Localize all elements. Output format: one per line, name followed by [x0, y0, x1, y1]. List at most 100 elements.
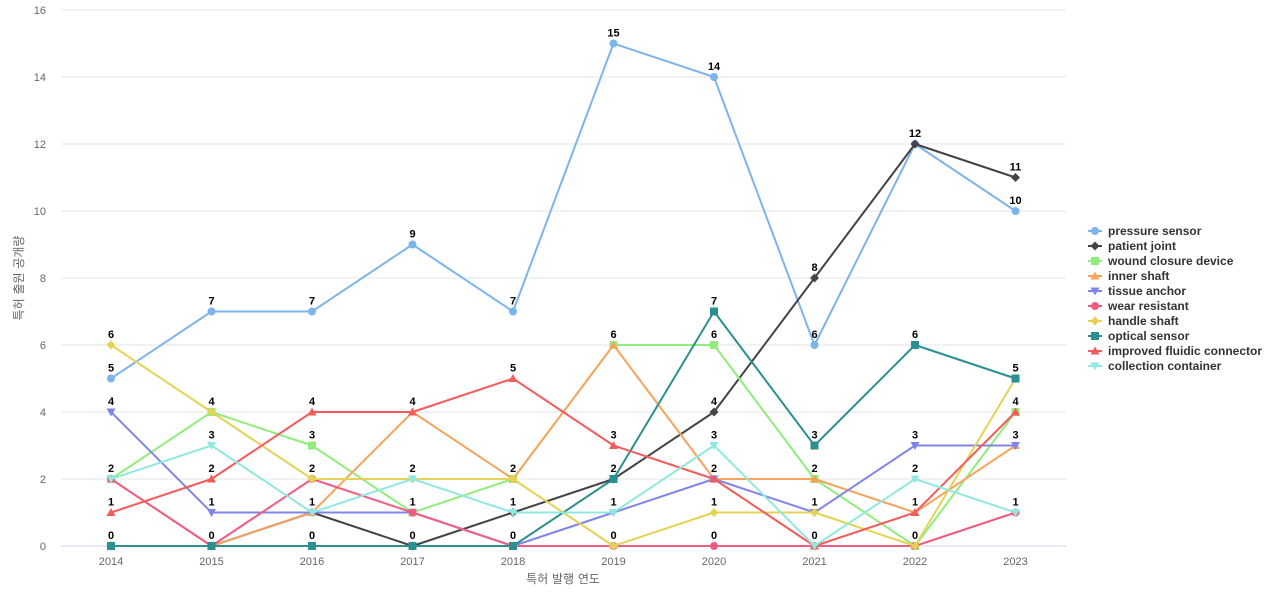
- data-point: [308, 441, 316, 450]
- legend-label: pressure sensor: [1108, 224, 1202, 238]
- data-label: 8: [811, 262, 817, 274]
- data-point: [810, 474, 819, 483]
- series-lines: [106, 39, 1020, 551]
- data-label: 0: [409, 530, 415, 542]
- data-point: [307, 474, 317, 484]
- data-point: [508, 509, 518, 517]
- data-label: 2: [309, 463, 315, 475]
- data-label: 7: [711, 296, 717, 308]
- legend-item-pressure-sensor[interactable]: pressure sensor: [1088, 224, 1202, 238]
- data-point: [408, 542, 417, 550]
- data-label: 15: [607, 28, 619, 40]
- data-point: [408, 407, 417, 416]
- data-label: 1: [409, 497, 415, 509]
- data-label: 6: [711, 329, 717, 341]
- data-point: [709, 407, 719, 417]
- data-label: 2: [811, 463, 817, 475]
- data-label: 4: [309, 396, 316, 408]
- legend-item-wear-resistant[interactable]: wear resistant: [1088, 299, 1189, 313]
- x-tick-label: 2016: [300, 556, 324, 568]
- data-label: 6: [108, 329, 114, 341]
- legend-symbol: [1091, 257, 1099, 265]
- legend-symbol: [1090, 362, 1100, 371]
- data-point: [609, 39, 618, 48]
- y-tick-label: 12: [34, 139, 46, 151]
- legend-label: inner shaft: [1108, 269, 1169, 283]
- data-point: [810, 341, 819, 349]
- data-point: [106, 475, 116, 484]
- legend-item-tissue-anchor[interactable]: tissue anchor: [1088, 284, 1186, 298]
- data-point: [1011, 509, 1020, 517]
- data-point: [1011, 407, 1020, 416]
- data-label: 11: [1010, 162, 1022, 174]
- data-point: [509, 542, 517, 550]
- legend-item-handle-shaft[interactable]: handle shaft: [1088, 314, 1179, 328]
- data-point: [609, 475, 618, 483]
- data-label: 1: [1012, 497, 1018, 509]
- y-tick-label: 4: [40, 407, 46, 419]
- data-label: 3: [811, 430, 817, 442]
- x-axis-title: 특허 발행 연도: [526, 571, 600, 586]
- data-point: [207, 307, 216, 316]
- data-point: [408, 475, 417, 484]
- data-label: 1: [711, 497, 717, 509]
- x-tick-label: 2023: [1003, 556, 1027, 568]
- data-point: [810, 542, 819, 551]
- data-point: [307, 509, 317, 517]
- data-label: 6: [610, 329, 616, 341]
- series-collection-container: [106, 442, 1020, 551]
- legend-item-collection-container[interactable]: collection container: [1088, 359, 1222, 373]
- data-label: 3: [912, 430, 918, 442]
- legend-item-inner-shaft[interactable]: inner shaft: [1088, 269, 1169, 283]
- data-label: 2: [208, 463, 214, 475]
- data-label: 9: [409, 229, 415, 241]
- data-label: 7: [309, 296, 315, 308]
- legend-item-improved-fluidic-connector[interactable]: improved fluidic connector: [1088, 344, 1262, 358]
- data-point: [709, 474, 719, 483]
- data-label: 0: [711, 530, 717, 542]
- data-label: 4: [108, 396, 115, 408]
- legend-symbol: [1090, 316, 1100, 326]
- legend-label: tissue anchor: [1108, 284, 1186, 298]
- legend-label: wound closure device: [1107, 254, 1234, 268]
- data-point: [408, 240, 417, 249]
- legend-symbol: [1090, 287, 1100, 296]
- x-tick-label: 2015: [199, 556, 223, 568]
- data-label: 3: [208, 430, 214, 442]
- data-label: 1: [510, 497, 516, 509]
- data-point: [107, 374, 115, 383]
- data-point: [1011, 442, 1020, 450]
- data-label: 3: [610, 430, 616, 442]
- data-label: 0: [610, 530, 616, 542]
- data-label: 2: [510, 463, 516, 475]
- y-axis-ticks: 0 2 4 6 8 10 12 14 16: [34, 5, 46, 553]
- y-tick-label: 6: [40, 340, 46, 352]
- legend-label: optical sensor: [1108, 329, 1190, 343]
- legend-symbol: [1090, 271, 1100, 280]
- data-label: 6: [912, 329, 918, 341]
- series-line-wound-closure-device: [110, 344, 1017, 547]
- data-label: 7: [510, 296, 516, 308]
- data-point: [710, 307, 718, 316]
- legend-item-patient-joint[interactable]: patient joint: [1088, 239, 1176, 253]
- data-point: [1011, 207, 1020, 215]
- series-inner-shaft: [106, 340, 1020, 550]
- data-point: [910, 475, 920, 484]
- legend-item-optical-sensor[interactable]: optical sensor: [1088, 329, 1190, 343]
- data-label: 2: [610, 463, 616, 475]
- legend-label: improved fluidic connector: [1108, 344, 1262, 358]
- series-line-optical-sensor: [111, 310, 1016, 547]
- data-label: 1: [811, 497, 817, 509]
- data-point: [609, 541, 618, 551]
- legend-symbol: [1091, 332, 1099, 340]
- data-point: [106, 508, 116, 516]
- data-point: [509, 307, 517, 316]
- data-label: 14: [708, 61, 721, 73]
- legend-item-wound-closure-device[interactable]: wound closure device: [1088, 254, 1234, 268]
- series-line-improved-fluidic-connector: [110, 377, 1017, 547]
- data-point: [107, 542, 115, 550]
- data-point: [508, 474, 518, 484]
- data-label: 1: [912, 497, 918, 509]
